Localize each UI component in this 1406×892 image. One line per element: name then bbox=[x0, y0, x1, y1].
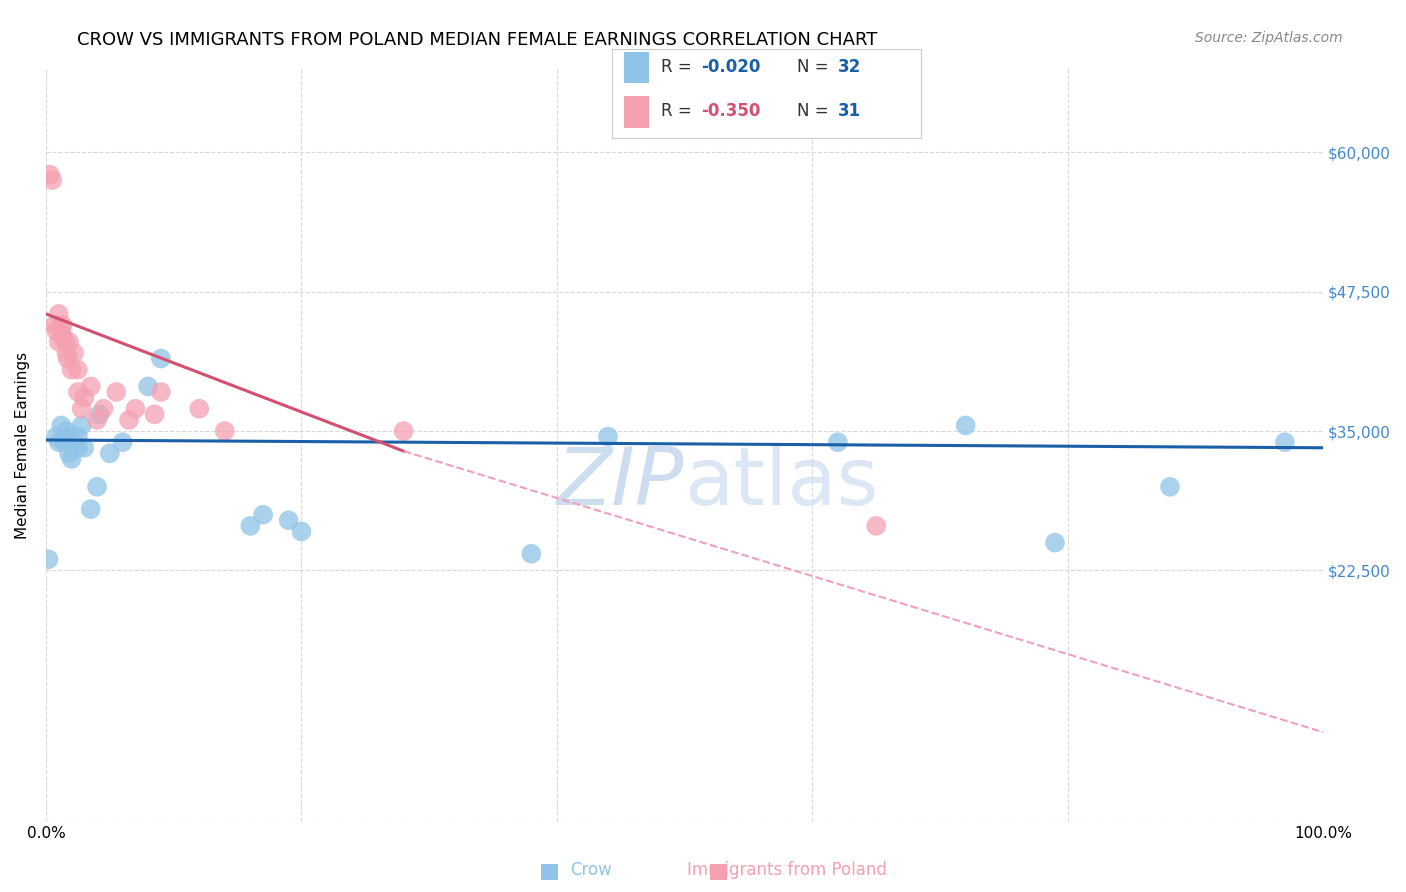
Point bbox=[118, 413, 141, 427]
Y-axis label: Median Female Earnings: Median Female Earnings bbox=[15, 351, 30, 539]
Text: CROW VS IMMIGRANTS FROM POLAND MEDIAN FEMALE EARNINGS CORRELATION CHART: CROW VS IMMIGRANTS FROM POLAND MEDIAN FE… bbox=[77, 31, 877, 49]
Text: 32: 32 bbox=[838, 58, 860, 76]
Point bbox=[73, 441, 96, 455]
Point bbox=[58, 334, 80, 349]
Point bbox=[56, 351, 79, 366]
Text: Source: ZipAtlas.com: Source: ZipAtlas.com bbox=[1195, 31, 1343, 45]
Point bbox=[60, 451, 83, 466]
Point bbox=[48, 334, 70, 349]
Point bbox=[1159, 480, 1181, 494]
Point bbox=[41, 173, 63, 187]
Text: ZIP: ZIP bbox=[557, 443, 685, 522]
Point bbox=[596, 429, 619, 443]
Point bbox=[73, 391, 96, 405]
Point bbox=[45, 429, 67, 443]
Point bbox=[51, 418, 73, 433]
Point bbox=[63, 346, 86, 360]
Point bbox=[55, 429, 77, 443]
Point bbox=[86, 413, 108, 427]
Point bbox=[70, 418, 93, 433]
Point bbox=[149, 351, 172, 366]
Point bbox=[865, 519, 887, 533]
Point bbox=[86, 480, 108, 494]
Point bbox=[136, 379, 159, 393]
Point bbox=[38, 552, 60, 566]
Point bbox=[52, 318, 75, 332]
Point bbox=[66, 362, 89, 376]
Point bbox=[93, 401, 115, 416]
Text: N =: N = bbox=[797, 58, 834, 76]
Point bbox=[55, 346, 77, 360]
Text: R =: R = bbox=[661, 103, 697, 120]
Point bbox=[290, 524, 312, 539]
Point bbox=[51, 324, 73, 338]
Point bbox=[98, 446, 121, 460]
Point bbox=[48, 435, 70, 450]
Text: Immigrants from Poland: Immigrants from Poland bbox=[688, 861, 887, 879]
Point bbox=[44, 318, 66, 332]
Point bbox=[79, 379, 101, 393]
Point bbox=[520, 547, 543, 561]
Text: -0.020: -0.020 bbox=[702, 58, 761, 76]
FancyBboxPatch shape bbox=[624, 96, 648, 128]
FancyBboxPatch shape bbox=[624, 52, 648, 83]
Text: R =: R = bbox=[661, 58, 697, 76]
Text: atlas: atlas bbox=[685, 443, 879, 522]
Point bbox=[48, 307, 70, 321]
Point bbox=[188, 401, 211, 416]
Point bbox=[79, 502, 101, 516]
Point bbox=[66, 384, 89, 399]
Point bbox=[111, 435, 134, 450]
Point bbox=[66, 441, 89, 455]
Point bbox=[149, 384, 172, 399]
Point bbox=[955, 418, 977, 433]
Point bbox=[214, 424, 236, 438]
Point bbox=[52, 435, 75, 450]
Point bbox=[53, 334, 76, 349]
Text: N =: N = bbox=[797, 103, 834, 120]
Point bbox=[252, 508, 274, 522]
Point bbox=[143, 407, 166, 421]
Point bbox=[60, 362, 83, 376]
Point bbox=[89, 407, 111, 421]
Point bbox=[392, 424, 415, 438]
Point bbox=[1274, 435, 1296, 450]
Point bbox=[52, 329, 75, 343]
Point bbox=[58, 446, 80, 460]
Point bbox=[827, 435, 849, 450]
Text: -0.350: -0.350 bbox=[702, 103, 761, 120]
Point bbox=[70, 401, 93, 416]
Point bbox=[1043, 535, 1066, 549]
Point bbox=[239, 519, 262, 533]
Text: 31: 31 bbox=[838, 103, 860, 120]
Point bbox=[63, 435, 86, 450]
Point bbox=[105, 384, 128, 399]
Point bbox=[38, 168, 60, 182]
Point bbox=[124, 401, 146, 416]
Point bbox=[45, 324, 67, 338]
Text: Crow: Crow bbox=[569, 861, 612, 879]
Point bbox=[55, 424, 77, 438]
Point bbox=[66, 429, 89, 443]
Point bbox=[277, 513, 299, 527]
